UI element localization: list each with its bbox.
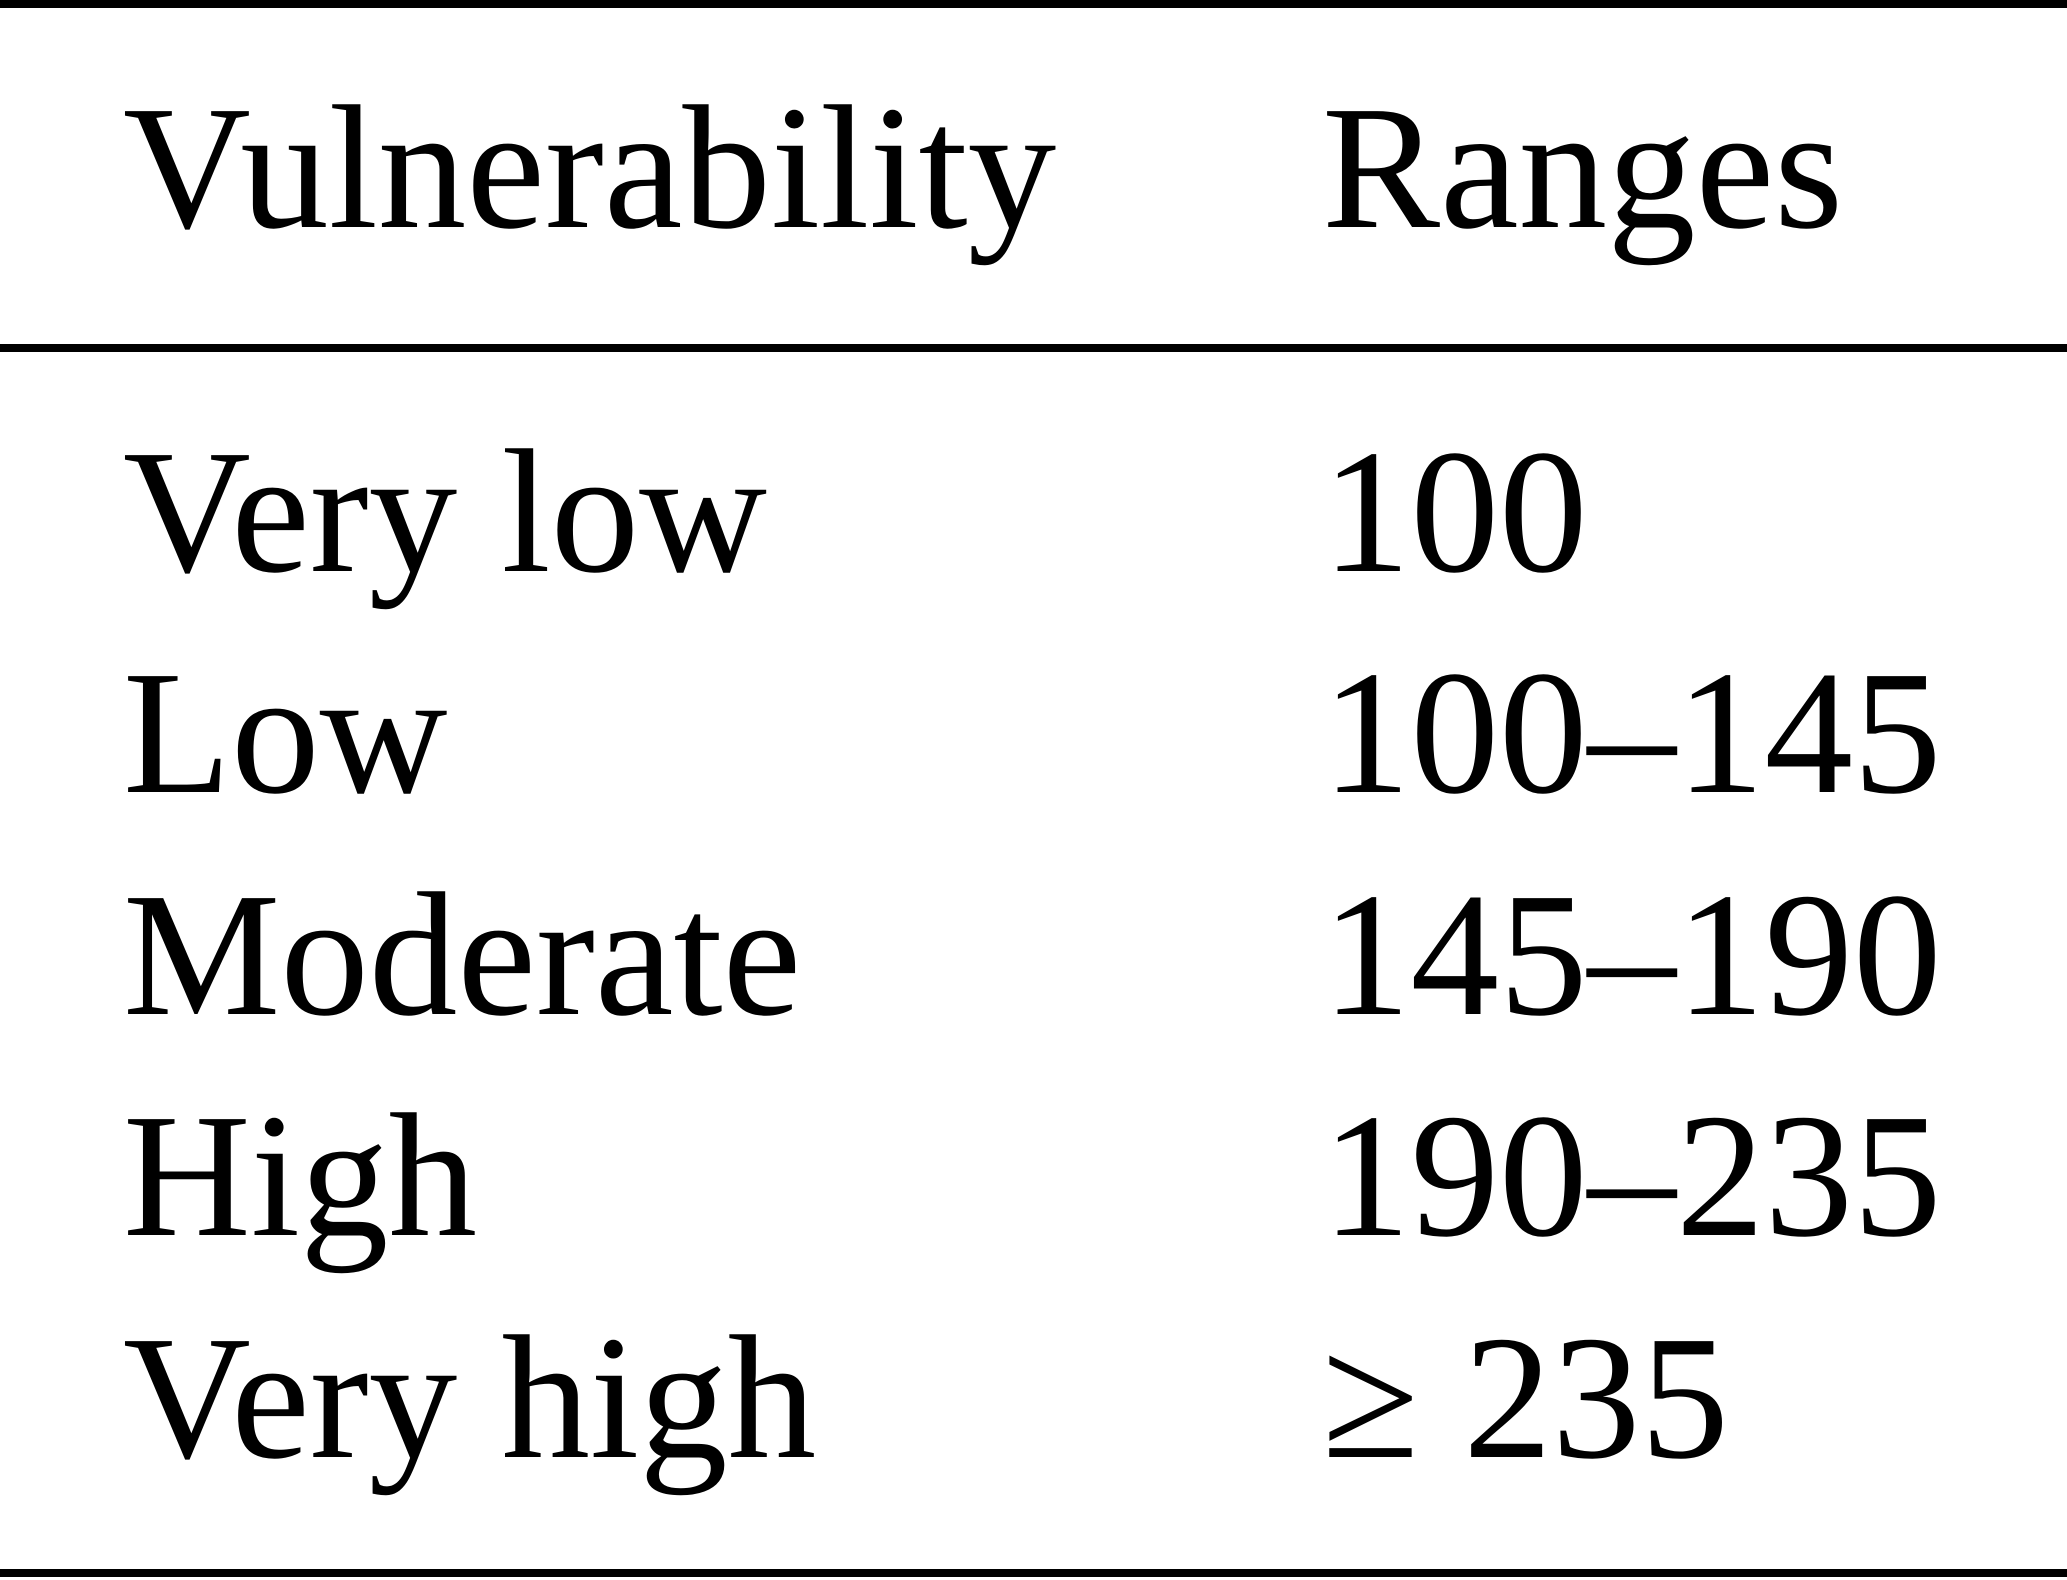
top-rule [0, 0, 2067, 8]
header-cell: Vulnerability [123, 70, 1057, 266]
table-cell: ≥ 235 [1322, 1300, 1729, 1496]
table-cell: Moderate [123, 857, 802, 1053]
header-rule [0, 344, 2067, 352]
bottom-rule [0, 1569, 2067, 1577]
table-cell: Very high [123, 1300, 817, 1496]
table-cell: 145–190 [1322, 857, 1942, 1053]
header-cell: Ranges [1322, 70, 1844, 266]
table-cell: Very low [123, 414, 767, 610]
table-cell: 100–145 [1322, 635, 1942, 831]
table-cell: High [123, 1078, 477, 1274]
table-cell: Low [123, 635, 448, 831]
table-cell: 190–235 [1322, 1078, 1942, 1274]
table-cell: 100 [1322, 414, 1588, 610]
